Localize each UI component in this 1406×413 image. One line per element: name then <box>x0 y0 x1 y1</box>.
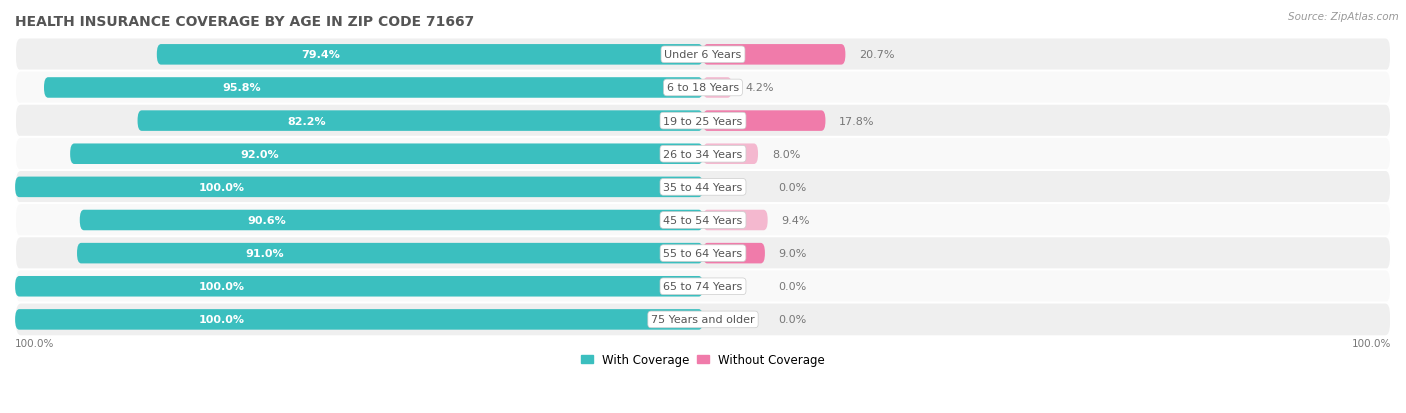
Legend: With Coverage, Without Coverage: With Coverage, Without Coverage <box>576 349 830 371</box>
FancyBboxPatch shape <box>157 45 703 65</box>
Text: 91.0%: 91.0% <box>246 249 284 259</box>
FancyBboxPatch shape <box>44 78 703 98</box>
Text: 79.4%: 79.4% <box>301 50 340 60</box>
Text: 45 to 54 Years: 45 to 54 Years <box>664 216 742 225</box>
Text: 100.0%: 100.0% <box>1351 338 1391 348</box>
Text: 8.0%: 8.0% <box>772 150 800 159</box>
Text: 92.0%: 92.0% <box>240 150 280 159</box>
Text: 65 to 74 Years: 65 to 74 Years <box>664 282 742 292</box>
Text: 0.0%: 0.0% <box>779 282 807 292</box>
FancyBboxPatch shape <box>15 237 1391 271</box>
FancyBboxPatch shape <box>15 71 1391 105</box>
FancyBboxPatch shape <box>703 144 758 165</box>
Text: 35 to 44 Years: 35 to 44 Years <box>664 183 742 192</box>
Text: 17.8%: 17.8% <box>839 116 875 126</box>
Text: 100.0%: 100.0% <box>15 338 55 348</box>
FancyBboxPatch shape <box>703 78 733 98</box>
FancyBboxPatch shape <box>15 104 1391 138</box>
Text: 100.0%: 100.0% <box>198 282 245 292</box>
FancyBboxPatch shape <box>15 171 1391 204</box>
FancyBboxPatch shape <box>15 38 1391 72</box>
Text: 19 to 25 Years: 19 to 25 Years <box>664 116 742 126</box>
FancyBboxPatch shape <box>15 276 703 297</box>
FancyBboxPatch shape <box>15 204 1391 237</box>
Text: 20.7%: 20.7% <box>859 50 894 60</box>
Text: 100.0%: 100.0% <box>198 315 245 325</box>
FancyBboxPatch shape <box>15 309 703 330</box>
FancyBboxPatch shape <box>80 210 703 231</box>
Text: 95.8%: 95.8% <box>222 83 262 93</box>
Text: 9.4%: 9.4% <box>782 216 810 225</box>
Text: Source: ZipAtlas.com: Source: ZipAtlas.com <box>1288 12 1399 22</box>
Text: HEALTH INSURANCE COVERAGE BY AGE IN ZIP CODE 71667: HEALTH INSURANCE COVERAGE BY AGE IN ZIP … <box>15 15 474 29</box>
FancyBboxPatch shape <box>15 138 1391 171</box>
FancyBboxPatch shape <box>70 144 703 165</box>
Text: 90.6%: 90.6% <box>247 216 285 225</box>
FancyBboxPatch shape <box>703 243 765 264</box>
FancyBboxPatch shape <box>15 177 703 198</box>
FancyBboxPatch shape <box>77 243 703 264</box>
Text: 82.2%: 82.2% <box>288 116 326 126</box>
Text: 9.0%: 9.0% <box>779 249 807 259</box>
Text: 55 to 64 Years: 55 to 64 Years <box>664 249 742 259</box>
FancyBboxPatch shape <box>703 111 825 132</box>
Text: 6 to 18 Years: 6 to 18 Years <box>666 83 740 93</box>
Text: 4.2%: 4.2% <box>745 83 775 93</box>
Text: 100.0%: 100.0% <box>198 183 245 192</box>
Text: Under 6 Years: Under 6 Years <box>665 50 741 60</box>
Text: 0.0%: 0.0% <box>779 183 807 192</box>
FancyBboxPatch shape <box>703 45 845 65</box>
Text: 26 to 34 Years: 26 to 34 Years <box>664 150 742 159</box>
FancyBboxPatch shape <box>703 210 768 231</box>
Text: 75 Years and older: 75 Years and older <box>651 315 755 325</box>
FancyBboxPatch shape <box>138 111 703 132</box>
FancyBboxPatch shape <box>15 303 1391 337</box>
Text: 0.0%: 0.0% <box>779 315 807 325</box>
FancyBboxPatch shape <box>15 270 1391 304</box>
